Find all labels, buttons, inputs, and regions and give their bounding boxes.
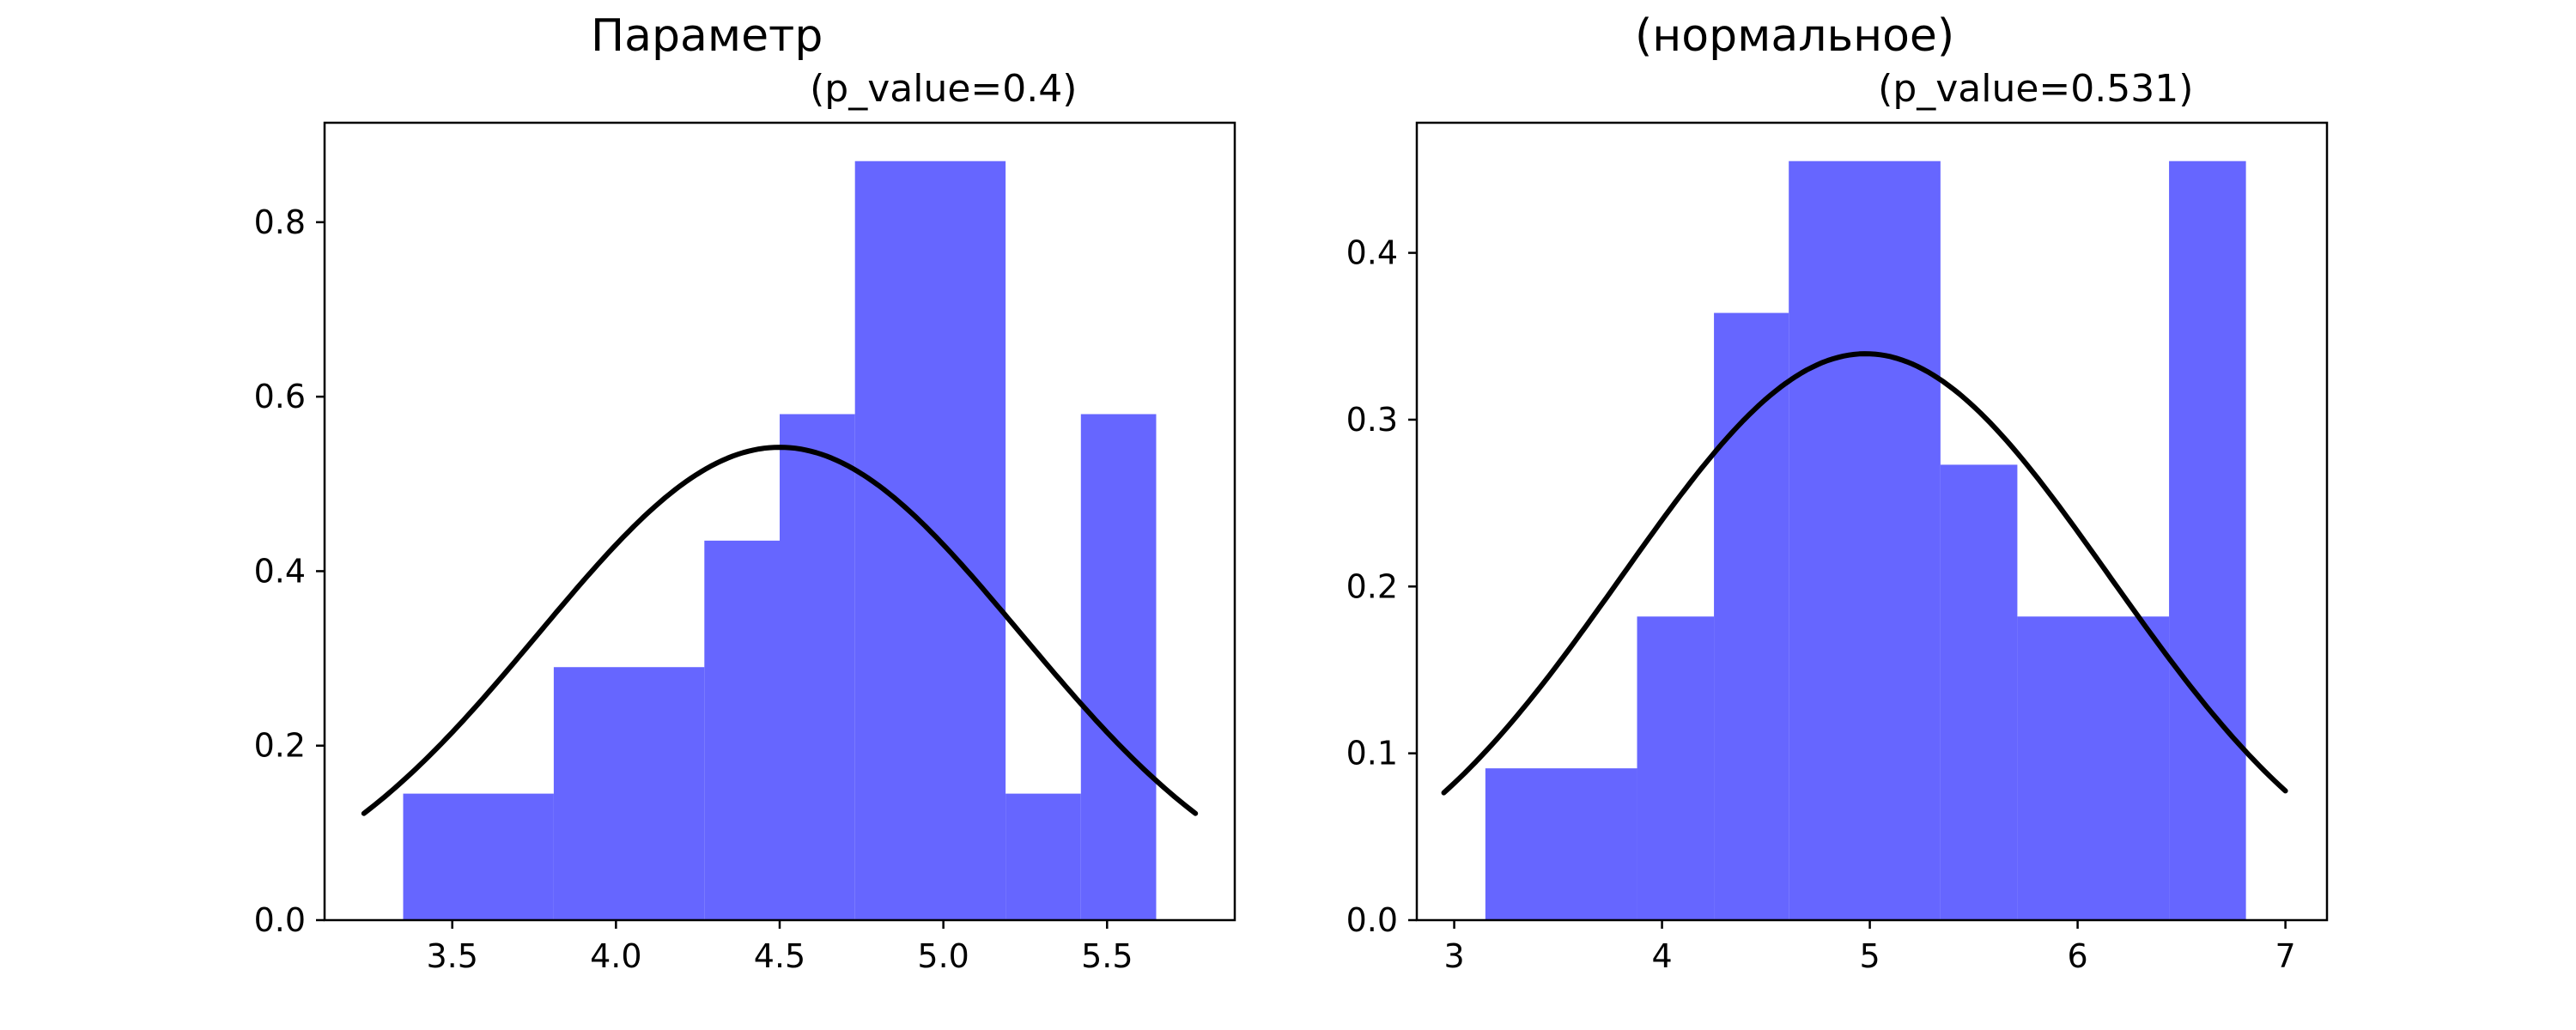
x-tick-label: 6 xyxy=(2067,937,2087,975)
normal-curve xyxy=(361,445,1199,816)
x-tick-label: 7 xyxy=(2275,937,2296,975)
normal-curve xyxy=(1441,351,2288,796)
histogram-bar xyxy=(1714,312,1789,920)
figure-title: Параметр (нормальное) xyxy=(0,10,1975,62)
histogram-bar xyxy=(704,540,780,920)
x-tick-label: 4 xyxy=(1651,937,1672,975)
histogram-bar xyxy=(1005,793,1081,920)
y-tick-label: 0.1 xyxy=(1346,735,1398,772)
histogram-bar xyxy=(780,414,855,920)
histogram-bar xyxy=(403,793,554,920)
y-tick-label: 0.4 xyxy=(254,552,306,590)
y-tick-label: 0.8 xyxy=(254,203,306,241)
y-tick-label: 0.3 xyxy=(1346,401,1398,439)
histogram-bar xyxy=(1637,616,1715,920)
histogram-bar xyxy=(1940,464,2018,920)
x-tick-label: 5.0 xyxy=(917,937,969,975)
histogram-bar xyxy=(2169,161,2246,921)
y-tick-label: 0.4 xyxy=(1346,234,1398,272)
x-tick-label: 4.0 xyxy=(590,937,641,975)
y-tick-label: 0.2 xyxy=(254,727,306,765)
y-tick-label: 0.0 xyxy=(1346,901,1398,939)
histogram-bar xyxy=(1789,161,1941,921)
x-tick-label: 5 xyxy=(1859,937,1880,975)
subplot-title: (p_value=0.4) xyxy=(810,67,1077,111)
histogram-bar xyxy=(1080,414,1157,920)
histogram-bar xyxy=(854,161,1006,920)
x-tick-label: 5.5 xyxy=(1081,937,1133,975)
subplot-title: (p_value=0.531) xyxy=(1878,67,2193,111)
x-tick-label: 3.5 xyxy=(426,937,477,975)
chart-2: 3 4 5 6 7 0.0 0.1 0.2 0.3 0.4 (p_value=0.531) xyxy=(1346,67,2329,975)
y-tick-label: 0.0 xyxy=(254,901,306,939)
histogram-bar xyxy=(553,667,705,920)
chart-1: 3.5 4.0 4.5 5.0 5.5 0.0 0.2 0.4 0.6 0.8 (p_value=0… xyxy=(254,67,1236,975)
histogram-bar xyxy=(1485,768,1637,920)
y-tick-label: 0.2 xyxy=(1346,567,1398,605)
x-tick-label: 3 xyxy=(1443,937,1464,975)
axes-frame xyxy=(1415,121,2329,922)
figure-title-left: Параметр xyxy=(591,10,823,62)
figure-title-right: (нормальное) xyxy=(1635,10,1955,62)
x-tick-label: 4.5 xyxy=(754,937,805,975)
y-tick-label: 0.6 xyxy=(254,378,306,415)
histogram-bar xyxy=(2017,616,2170,920)
